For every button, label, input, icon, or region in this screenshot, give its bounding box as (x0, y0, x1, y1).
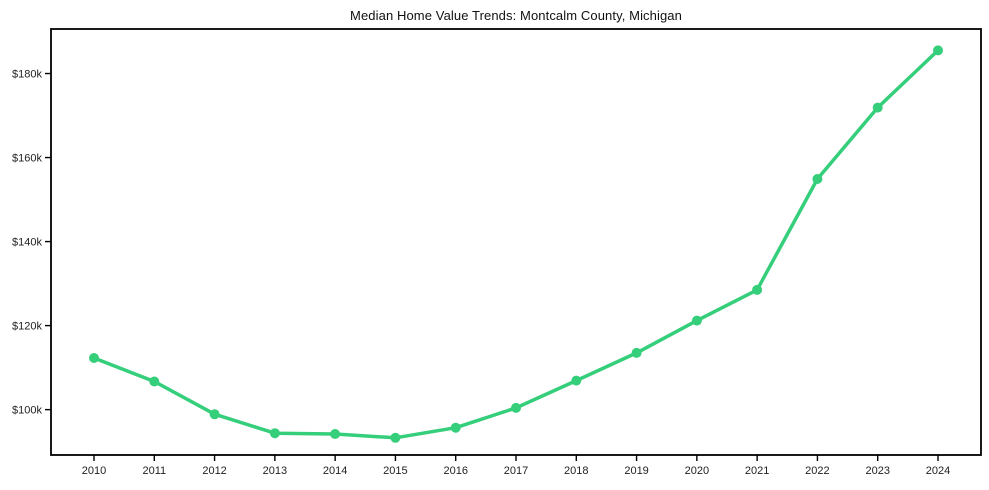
data-point-2016 (450, 422, 461, 433)
x-tick-label: 2024 (926, 465, 950, 477)
x-tick-label: 2021 (745, 465, 769, 477)
data-point-2012 (209, 409, 220, 420)
data-point-2020 (691, 315, 702, 326)
data-point-2014 (330, 429, 341, 439)
data-point-2011 (149, 376, 160, 387)
x-tick-label: 2022 (805, 465, 829, 477)
x-tick-label: 2023 (865, 465, 889, 477)
y-tick-label: $140k (12, 236, 42, 248)
data-point-2022 (812, 174, 823, 184)
x-tick-label: 2019 (624, 465, 648, 477)
y-tick-label: $180k (12, 68, 42, 80)
data-point-2018 (571, 375, 582, 386)
data-point-2024 (933, 45, 943, 56)
x-tick-label: 2014 (323, 465, 347, 477)
x-tick-label: 2016 (443, 465, 467, 477)
data-point-2015 (390, 432, 401, 443)
data-point-2019 (631, 347, 642, 358)
x-tick-label: 2017 (504, 465, 528, 477)
trend-line (92, 48, 940, 440)
x-tick-label: 2015 (383, 465, 407, 477)
x-tick-label: 2020 (685, 465, 709, 477)
data-point-2017 (511, 402, 521, 413)
x-tick-label: 2018 (564, 465, 588, 477)
x-tick-label: 2013 (263, 465, 287, 477)
data-point-2023 (872, 102, 883, 113)
data-point-2021 (752, 284, 763, 295)
chart-title: Median Home Value Trends: Montcalm Count… (350, 8, 682, 23)
y-tick-label: $120k (12, 320, 42, 332)
data-point-2013 (269, 428, 280, 439)
data-point-2010 (89, 353, 99, 363)
x-tick-label: 2011 (142, 465, 166, 477)
y-tick-label: $100k (12, 404, 42, 416)
y-tick-label: $160k (12, 152, 42, 164)
axes-frame (50, 28, 982, 456)
x-tick-label: 2010 (82, 465, 106, 477)
x-tick-label: 2012 (202, 465, 226, 477)
